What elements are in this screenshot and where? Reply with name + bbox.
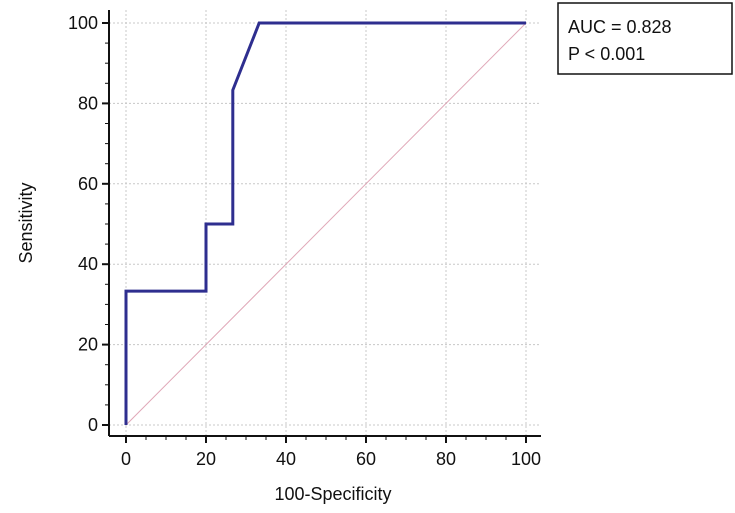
y-tick-label: 100 xyxy=(68,13,98,33)
legend-box: AUC = 0.828 P < 0.001 xyxy=(557,2,733,75)
y-axis-title: Sensitivity xyxy=(16,182,36,263)
axes xyxy=(108,10,541,437)
legend-auc-text: AUC = 0.828 xyxy=(568,17,672,37)
legend-p-value-text: P < 0.001 xyxy=(568,44,645,64)
x-tick-label: 80 xyxy=(436,449,456,469)
y-tick-label: 40 xyxy=(78,254,98,274)
reference-diagonal-line xyxy=(125,22,527,426)
x-tick-label: 60 xyxy=(356,449,376,469)
ticks: 0 20 40 60 80 100 0 20 40 60 80 100 xyxy=(68,13,541,469)
x-tick-label: 0 xyxy=(121,449,131,469)
legend-border xyxy=(557,2,733,75)
x-axis-title: 100-Specificity xyxy=(274,484,391,504)
x-tick-label: 40 xyxy=(276,449,296,469)
x-tick-label: 20 xyxy=(196,449,216,469)
y-tick-label: 80 xyxy=(78,93,98,113)
roc-curve-line xyxy=(124,21,526,425)
series-group xyxy=(124,21,527,426)
grid xyxy=(109,10,541,436)
y-tick-label: 60 xyxy=(78,174,98,194)
x-tick-label: 100 xyxy=(511,449,541,469)
y-tick-label: 0 xyxy=(88,415,98,435)
y-tick-label: 20 xyxy=(78,335,98,355)
